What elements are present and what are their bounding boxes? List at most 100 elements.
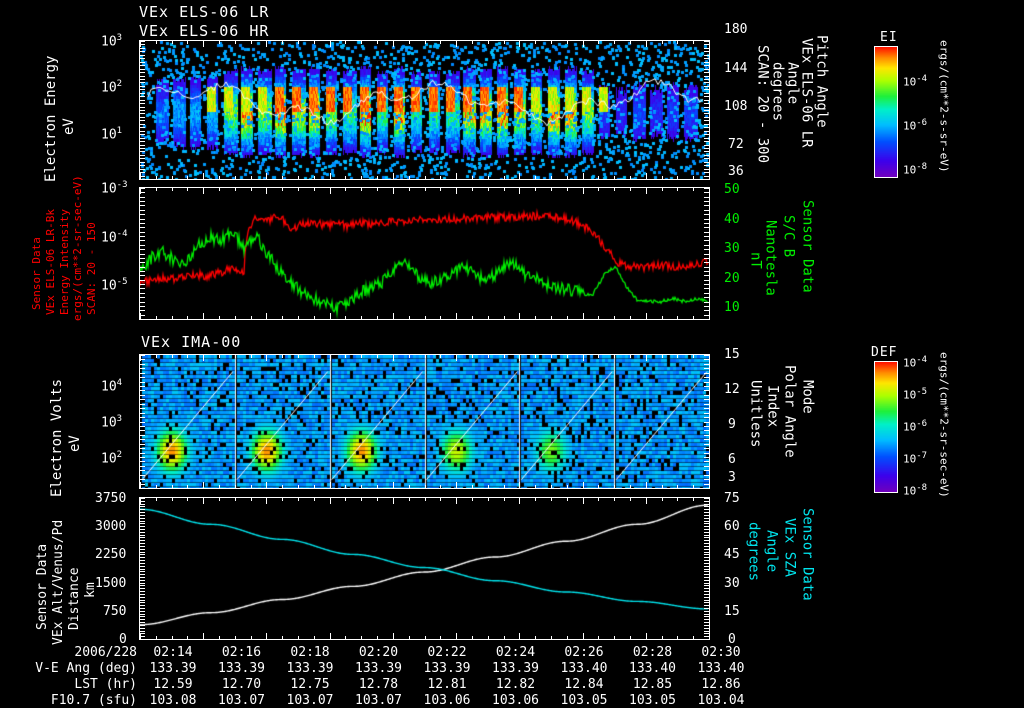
axis-tick-minor [282,355,284,358]
axis-tick-minor [693,485,695,488]
axis-tick [140,51,145,53]
panel2-plot-area[interactable] [139,187,710,320]
axis-tick [140,394,145,396]
axis-tick [704,51,709,53]
axis-tick-minor [424,41,426,44]
axis-tick-minor [487,188,489,191]
axis-tick-minor [377,41,379,44]
axis-tick [704,529,709,531]
axis-tick [704,301,709,303]
axis-tick [140,616,145,618]
axis-tick-minor [392,485,394,488]
axis-tick-minor [313,485,315,488]
axis-tick [704,509,709,511]
axis-tick [704,65,709,67]
panel1-plot-area[interactable] [139,40,710,180]
axis-tick [203,41,205,47]
axis-tick [704,127,709,129]
axis-tick-minor [424,188,426,191]
axis-tick [704,554,709,556]
axis-tick-minor [456,316,458,319]
axis-tick [704,270,709,272]
axis-tick-minor [456,485,458,488]
panel2-rtick-40: 40 [724,212,740,227]
axis-tick [140,257,145,259]
axis-tick [704,593,709,595]
axis-tick-minor [456,176,458,179]
axis-tick [704,236,709,238]
axis-tick [140,412,145,414]
axis-tick [704,605,709,607]
axis-tick [140,89,145,91]
table-cell-f107: 103.07 [355,693,402,708]
axis-tick [392,188,394,194]
axis-tick-minor [661,176,663,179]
axis-tick [140,288,145,290]
axis-tick-minor [503,176,505,179]
panel4-plot-area[interactable] [139,497,710,640]
axis-tick-minor [471,41,473,44]
panel1-left-axis-label: Electron Energy [43,55,59,182]
panel3-rtick-9: 9 [728,417,736,432]
table-cell-f107: 103.06 [492,693,539,708]
axis-tick [704,557,709,559]
axis-tick-minor [661,188,663,191]
axis-tick-minor [298,316,300,319]
axis-tick [140,596,145,598]
axis-tick [140,301,145,303]
table-cell-ve-ang: 133.39 [355,661,402,676]
colorbar1-gradient [875,47,897,177]
colorbar1-title: EI [880,30,898,45]
panel4-right-label-1: Sensor Data [799,508,816,601]
axis-tick [140,605,145,607]
axis-tick-minor [234,636,236,639]
axis-tick [140,498,141,504]
panel2-rtick-20: 20 [724,271,740,286]
axis-tick [456,498,458,504]
axis-tick [704,359,709,361]
axis-tick [140,417,145,419]
table-rowlabel-date: 2006/228 [74,645,137,660]
axis-tick-minor [424,355,426,358]
axis-tick-minor [471,316,473,319]
axis-tick [704,179,709,180]
axis-tick [709,188,710,194]
axis-tick-minor [361,355,363,358]
panel1-rtick-108: 108 [724,99,748,114]
axis-tick-minor [298,188,300,191]
axis-tick-minor [392,355,394,358]
panel1-rtick-144: 144 [724,61,748,76]
axis-tick-minor [614,636,616,639]
axis-tick [704,582,709,584]
axis-tick [704,54,709,56]
axis-tick-minor [408,485,410,488]
panel2-left-label-3: Energy Intensity [58,209,71,315]
axis-tick [704,147,709,149]
axis-tick [140,613,145,615]
colorbar1-tick-3: 10-8 [903,162,928,177]
axis-tick-minor [250,176,252,179]
axis-tick [704,613,709,615]
axis-tick-minor [361,636,363,639]
axis-tick-minor [171,636,173,639]
axis-tick [140,116,145,118]
axis-tick [140,403,145,405]
axis-tick-minor [140,355,141,358]
panel2-right-label-1: Sensor Data [799,200,816,293]
axis-tick-minor [424,316,426,319]
axis-tick-minor [203,316,205,319]
axis-tick-minor [298,485,300,488]
axis-tick [140,355,145,356]
axis-tick [704,253,709,255]
panel3-plot-area[interactable] [139,354,710,489]
axis-tick-minor [329,498,331,501]
axis-tick [704,161,709,163]
axis-tick-minor [471,636,473,639]
axis-tick [329,41,331,47]
axis-tick [140,147,145,149]
axis-tick [140,82,145,84]
axis-tick [704,523,709,525]
axis-tick-minor [471,485,473,488]
panel3-left-axis-label: Electron Volts [49,378,65,497]
axis-tick [140,543,145,545]
